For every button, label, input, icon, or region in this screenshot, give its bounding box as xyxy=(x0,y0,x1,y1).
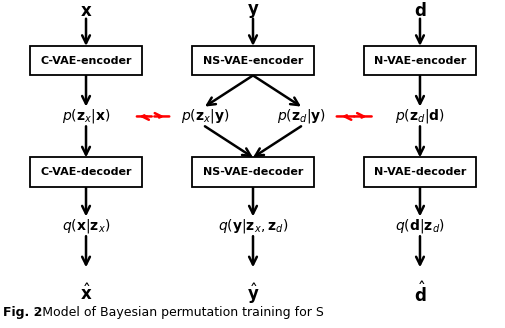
Text: Fig. 2: Fig. 2 xyxy=(3,306,42,319)
Text: NS-VAE-decoder: NS-VAE-decoder xyxy=(203,167,302,177)
Text: $p(\mathbf{z}_x|\mathbf{y})$: $p(\mathbf{z}_x|\mathbf{y})$ xyxy=(180,108,229,125)
Text: $\mathbf{x}$: $\mathbf{x}$ xyxy=(80,3,92,20)
Text: $\mathbf{y}$: $\mathbf{y}$ xyxy=(246,3,259,20)
FancyBboxPatch shape xyxy=(364,46,475,75)
Text: $q(\mathbf{d}|\mathbf{z}_d)$: $q(\mathbf{d}|\mathbf{z}_d)$ xyxy=(394,217,444,235)
Text: $\mathbf{d}$: $\mathbf{d}$ xyxy=(413,3,425,20)
FancyBboxPatch shape xyxy=(30,157,141,187)
Text: $q(\mathbf{y}|\mathbf{z}_x, \mathbf{z}_d)$: $q(\mathbf{y}|\mathbf{z}_x, \mathbf{z}_d… xyxy=(217,217,288,235)
Text: N-VAE-decoder: N-VAE-decoder xyxy=(373,167,465,177)
Text: C-VAE-decoder: C-VAE-decoder xyxy=(40,167,131,177)
Text: $p(\mathbf{z}_d|\mathbf{d})$: $p(\mathbf{z}_d|\mathbf{d})$ xyxy=(394,108,444,125)
Text: $\hat{\mathbf{y}}$: $\hat{\mathbf{y}}$ xyxy=(246,281,259,306)
Text: NS-VAE-encoder: NS-VAE-encoder xyxy=(203,56,302,66)
Text: $p(\mathbf{z}_d|\mathbf{y})$: $p(\mathbf{z}_d|\mathbf{y})$ xyxy=(276,108,325,125)
Text: $q(\mathbf{x}|\mathbf{z}_x)$: $q(\mathbf{x}|\mathbf{z}_x)$ xyxy=(62,217,110,235)
Text: $\hat{\mathbf{x}}$: $\hat{\mathbf{x}}$ xyxy=(80,283,92,304)
Text: N-VAE-encoder: N-VAE-encoder xyxy=(373,56,465,66)
Text: : Model of Bayesian permutation training for S: : Model of Bayesian permutation training… xyxy=(34,306,324,319)
FancyBboxPatch shape xyxy=(364,157,475,187)
FancyBboxPatch shape xyxy=(30,46,141,75)
Text: C-VAE-encoder: C-VAE-encoder xyxy=(40,56,131,66)
Text: $\hat{\mathbf{d}}$: $\hat{\mathbf{d}}$ xyxy=(413,281,425,306)
FancyBboxPatch shape xyxy=(192,157,313,187)
Text: $p(\mathbf{z}_x|\mathbf{x})$: $p(\mathbf{z}_x|\mathbf{x})$ xyxy=(62,108,110,125)
FancyBboxPatch shape xyxy=(192,46,313,75)
